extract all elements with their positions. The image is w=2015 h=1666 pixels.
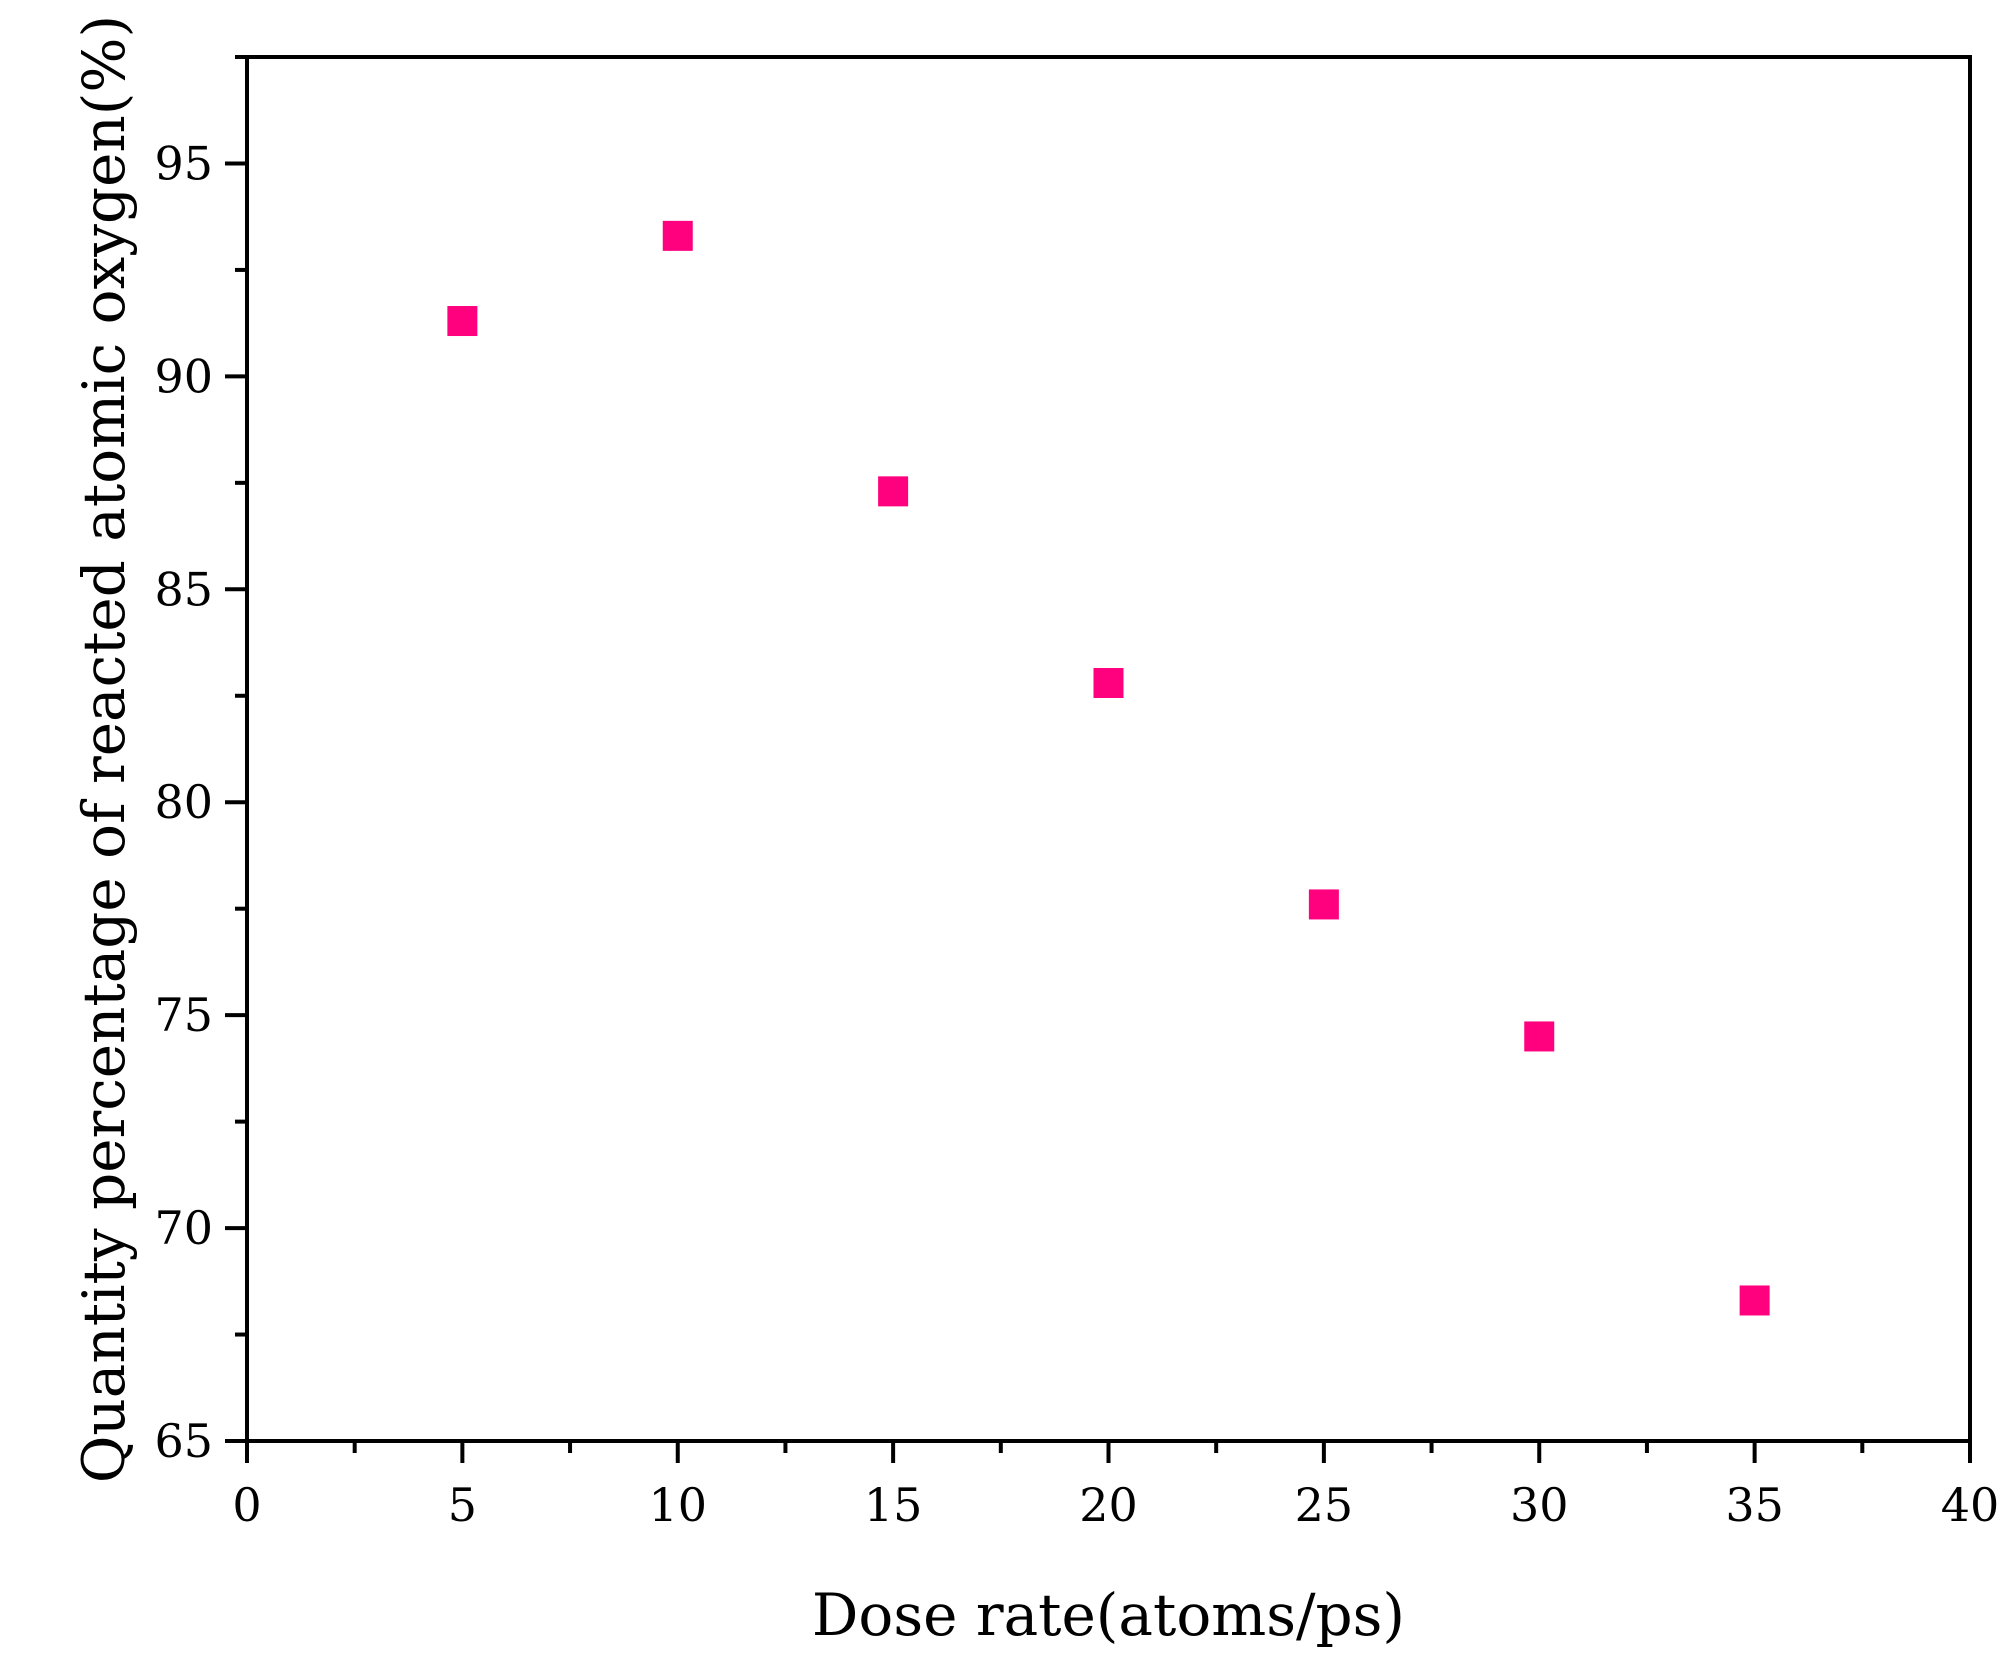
x-tick-label: 10 [648, 1478, 707, 1532]
data-point [1739, 1285, 1770, 1316]
x-tick-label: 15 [864, 1478, 923, 1532]
tick-labels: 0 5 10 15 20 25 30 35 40 65 70 75 80 85 90 95 [154, 136, 1999, 1532]
y-tick-label: 90 [154, 349, 213, 403]
x-tick-label: 30 [1510, 1478, 1569, 1532]
plot-frame [245, 55, 1972, 1443]
data-point [447, 306, 478, 337]
data-point [1093, 667, 1124, 698]
x-tick-label: 0 [232, 1478, 261, 1532]
y-tick-label: 70 [154, 1201, 213, 1255]
data-point [1524, 1021, 1555, 1052]
data-point [662, 220, 693, 251]
x-tick-label: 25 [1295, 1478, 1354, 1532]
y-tick-label: 85 [154, 562, 213, 616]
data-point [1308, 889, 1339, 920]
ticks [225, 55, 1972, 1463]
x-tick-label: 35 [1725, 1478, 1784, 1532]
x-tick-label: 5 [448, 1478, 477, 1532]
y-tick-label: 95 [154, 136, 213, 190]
x-axis-label: Dose rate(atoms/ps) [812, 1581, 1405, 1649]
data-point [878, 476, 909, 507]
y-tick-label: 75 [154, 988, 213, 1042]
y-axis-label: Quantity percentage of reacted atomic ox… [70, 15, 138, 1483]
y-tick-label: 65 [154, 1414, 213, 1468]
x-tick-label: 20 [1079, 1478, 1138, 1532]
x-tick-label: 40 [1941, 1478, 2000, 1532]
data-points [447, 220, 1770, 1316]
y-tick-label: 80 [154, 775, 213, 829]
